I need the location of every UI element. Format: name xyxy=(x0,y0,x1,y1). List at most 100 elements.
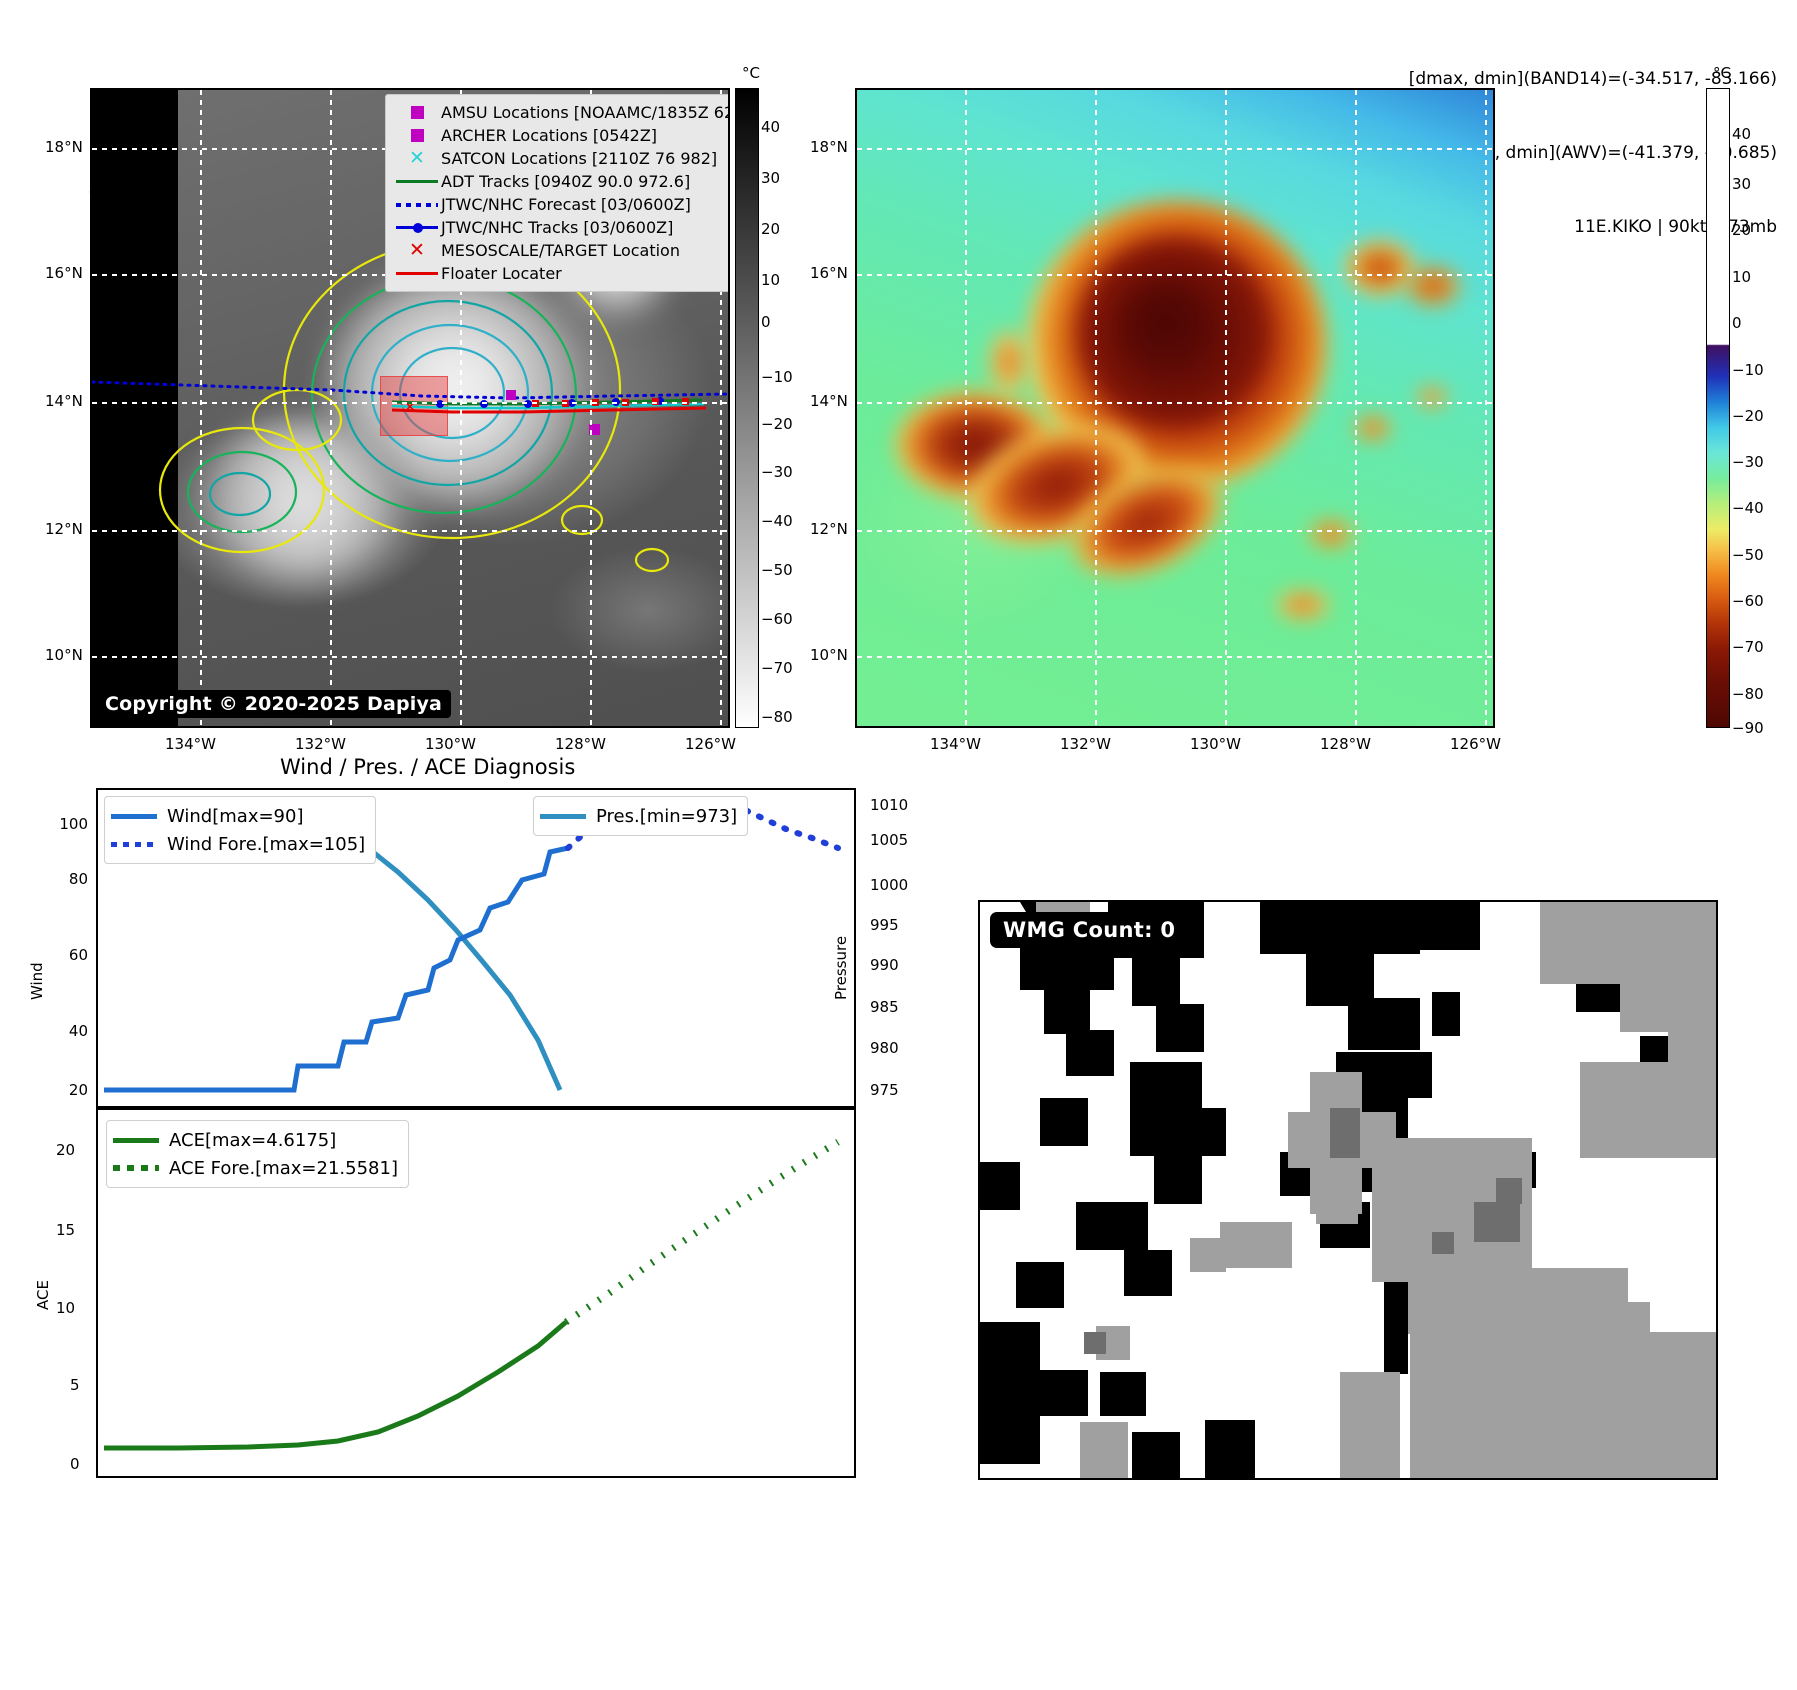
legend-label: ACE Fore.[max=21.5581] xyxy=(169,1157,398,1179)
ir-colorbar xyxy=(735,88,759,728)
pressure-line-icon xyxy=(540,813,596,819)
ace-tick-0: 0 xyxy=(70,1455,80,1473)
awv-enhanced-map[interactable] xyxy=(855,88,1495,728)
red-x-icon: ✕ xyxy=(409,239,425,261)
awv-colorbar-ticks: 40 30 20 10 0 −10 −20 −30 −40 −50 −60 −7… xyxy=(1732,125,1764,737)
legend-item-pressure[interactable]: Pres.[min=973] xyxy=(540,802,737,830)
pressure-tick-995: 995 xyxy=(870,916,899,934)
ir-mesoscale-map[interactable]: ✕ AMSU Locations [NOAAMC/1835Z 62 990] xyxy=(90,88,730,728)
awv-lat-tick-14N: 14°N xyxy=(810,392,848,410)
legend-item-ace-forecast[interactable]: ACE Fore.[max=21.5581] xyxy=(113,1154,398,1182)
wind-pressure-chart[interactable]: Wind[max=90] Wind Fore.[max=105] Pres.[m… xyxy=(96,788,856,1108)
ir-lat-tick-16N: 16°N xyxy=(45,264,83,282)
blue-dotted-line-icon xyxy=(393,202,441,207)
legend-label: MESOSCALE/TARGET Location xyxy=(441,241,680,260)
ir-lat-tick-10N: 10°N xyxy=(45,646,83,664)
awv-lon-tick-130W: 130°W xyxy=(1190,735,1241,753)
wmg-mask-panel[interactable]: WMG Count: 0 xyxy=(978,900,1718,1480)
ace-legend: ACE[max=4.6175] ACE Fore.[max=21.5581] xyxy=(106,1120,409,1188)
awv-lon-tick-126W: 126°W xyxy=(1450,735,1501,753)
legend-label: ADT Tracks [0940Z 90.0 972.6] xyxy=(441,172,691,191)
ir-lon-tick-126W: 126°W xyxy=(685,735,736,753)
legend-item-archer[interactable]: ARCHER Locations [0542Z] xyxy=(393,124,728,147)
wind-tick-100: 100 xyxy=(59,815,88,833)
awv-lon-tick-128W: 128°W xyxy=(1320,735,1371,753)
storm-id-intensity: 11E.KIKO | 90kt, 973mb xyxy=(1574,217,1777,238)
legend-label: JTWC/NHC Forecast [03/0600Z] xyxy=(441,195,691,214)
legend-label: Pres.[min=973] xyxy=(596,805,738,827)
map-legend: AMSU Locations [NOAAMC/1835Z 62 990] ARC… xyxy=(385,94,728,292)
wind-line-icon xyxy=(111,813,167,819)
pressure-tick-1005: 1005 xyxy=(870,831,909,849)
pressure-tick-1010: 1010 xyxy=(870,796,909,814)
ace-tick-20: 20 xyxy=(56,1141,76,1159)
wind-tick-80: 80 xyxy=(68,870,88,888)
legend-label: ARCHER Locations [0542Z] xyxy=(441,126,658,145)
legend-item-amsu[interactable]: AMSU Locations [NOAAMC/1835Z 62 990] xyxy=(393,101,728,124)
copyright-badge: Copyright © 2020-2025 Dapiya xyxy=(96,690,452,718)
pressure-tick-1000: 1000 xyxy=(870,876,909,894)
ace-forecast-dotted-icon xyxy=(113,1165,169,1171)
wmg-mask-image xyxy=(980,902,1716,1478)
awv-lat-tick-12N: 12°N xyxy=(810,520,848,538)
pressure-tick-980: 980 xyxy=(870,1039,899,1057)
awv-lat-tick-18N: 18°N xyxy=(810,138,848,156)
legend-item-jtwc-forecast[interactable]: JTWC/NHC Forecast [03/0600Z] xyxy=(393,193,728,216)
wind-tick-20: 20 xyxy=(68,1081,88,1099)
ir-colorbar-ticks: 40 30 20 10 0 −10 −20 −30 −40 −50 −60 −7… xyxy=(761,118,793,726)
ir-lon-tick-134W: 134°W xyxy=(165,735,216,753)
awv-lon-tick-134W: 134°W xyxy=(930,735,981,753)
ace-tick-10: 10 xyxy=(56,1299,76,1317)
awv-colorbar xyxy=(1706,88,1730,728)
legend-label: AMSU Locations [NOAAMC/1835Z 62 990] xyxy=(441,103,728,122)
ace-tick-15: 15 xyxy=(56,1221,76,1239)
cyan-x-icon: ✕ xyxy=(409,147,425,169)
awv-lat-tick-16N: 16°N xyxy=(810,264,848,282)
legend-label: JTWC/NHC Tracks [03/0600Z] xyxy=(441,218,674,237)
wind-tick-40: 40 xyxy=(68,1022,88,1040)
pressure-tick-990: 990 xyxy=(870,956,899,974)
ir-lat-tick-18N: 18°N xyxy=(45,138,83,156)
series-ace xyxy=(104,1320,568,1451)
wind-tick-60: 60 xyxy=(68,946,88,964)
legend-item-wind-forecast[interactable]: Wind Fore.[max=105] xyxy=(111,830,365,858)
awv-colorbar-title: °C xyxy=(1713,64,1731,82)
magenta-square-icon xyxy=(393,106,441,119)
legend-label: Floater Locater xyxy=(441,264,562,283)
blue-line-dot-icon xyxy=(393,222,441,233)
awv-lon-tick-132W: 132°W xyxy=(1060,735,1111,753)
series-ace-forecast xyxy=(564,1138,840,1325)
wind-legend: Wind[max=90] Wind Fore.[max=105] xyxy=(104,796,377,864)
legend-item-satcon[interactable]: ✕ SATCON Locations [2110Z 76 982] xyxy=(393,147,728,170)
legend-item-floater-locater[interactable]: Floater Locater xyxy=(393,262,728,285)
awv-lat-tick-10N: 10°N xyxy=(810,646,848,664)
ir-lon-tick-132W: 132°W xyxy=(295,735,346,753)
legend-item-ace[interactable]: ACE[max=4.6175] xyxy=(113,1126,398,1154)
legend-item-jtwc-tracks[interactable]: JTWC/NHC Tracks [03/0600Z] xyxy=(393,216,728,239)
wmg-count-badge: WMG Count: 0 xyxy=(990,912,1189,948)
pressure-tick-975: 975 xyxy=(870,1081,899,1099)
ir-lat-tick-14N: 14°N xyxy=(45,392,83,410)
ir-lon-tick-128W: 128°W xyxy=(555,735,606,753)
green-line-icon xyxy=(393,180,441,183)
legend-item-mesoscale-target[interactable]: ✕ MESOSCALE/TARGET Location xyxy=(393,239,728,262)
ace-chart[interactable]: ACE[max=4.6175] ACE Fore.[max=21.5581] xyxy=(96,1108,856,1478)
diagnosis-title: Wind / Pres. / ACE Diagnosis xyxy=(280,755,576,779)
ace-plot xyxy=(104,1138,840,1451)
ir-lon-tick-130W: 130°W xyxy=(425,735,476,753)
legend-label: SATCON Locations [2110Z 76 982] xyxy=(441,149,718,168)
dmax-dmin-band14: [dmax, dmin](BAND14)=(-34.517, -83.166) xyxy=(1408,69,1777,90)
legend-item-wind[interactable]: Wind[max=90] xyxy=(111,802,365,830)
red-line-icon xyxy=(393,272,441,275)
legend-label: Wind[max=90] xyxy=(167,805,304,827)
legend-item-adt-tracks[interactable]: ADT Tracks [0940Z 90.0 972.6] xyxy=(393,170,728,193)
legend-label: Wind Fore.[max=105] xyxy=(167,833,366,855)
legend-label: ACE[max=4.6175] xyxy=(169,1129,337,1151)
pressure-legend: Pres.[min=973] xyxy=(533,796,749,836)
ir-lat-tick-12N: 12°N xyxy=(45,520,83,538)
series-wind xyxy=(104,845,569,1093)
ace-tick-5: 5 xyxy=(70,1376,80,1394)
svg-text:✕: ✕ xyxy=(404,398,417,416)
pressure-tick-985: 985 xyxy=(870,998,899,1016)
wind-forecast-dotted-icon xyxy=(111,841,167,847)
